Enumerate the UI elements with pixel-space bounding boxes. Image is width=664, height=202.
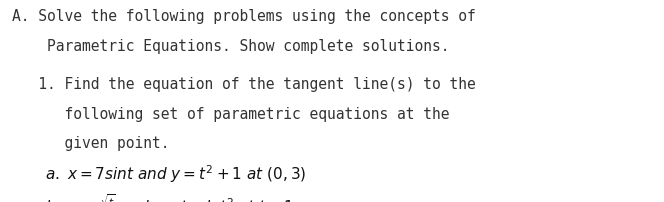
Text: A. Solve the following problems using the concepts of: A. Solve the following problems using th… bbox=[12, 9, 475, 24]
Text: given point.: given point. bbox=[12, 135, 169, 150]
Text: $b.x = e^{\sqrt{t}}\ \mathit{and}\ y = t - \mathit{ln}t^{2}\ \mathit{at}\ t = 1$: $b.x = e^{\sqrt{t}}\ \mathit{and}\ y = t… bbox=[45, 191, 294, 202]
Text: following set of parametric equations at the: following set of parametric equations at… bbox=[12, 106, 450, 121]
Text: $a.\ x = 7\mathit{sint}\ \mathit{and}\ y = t^{2}+1\ \mathit{at}\ (0,3)$: $a.\ x = 7\mathit{sint}\ \mathit{and}\ y… bbox=[45, 163, 307, 184]
Text: Parametric Equations. Show complete solutions.: Parametric Equations. Show complete solu… bbox=[12, 38, 450, 53]
Text: 1. Find the equation of the tangent line(s) to the: 1. Find the equation of the tangent line… bbox=[12, 77, 475, 92]
